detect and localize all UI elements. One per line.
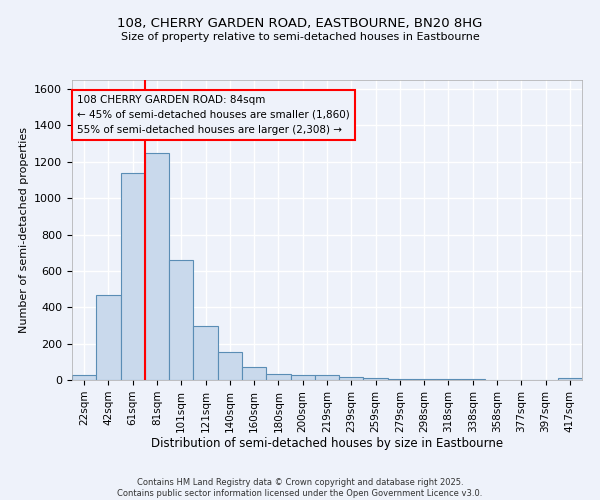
Bar <box>266 374 290 380</box>
Bar <box>339 378 364 380</box>
X-axis label: Distribution of semi-detached houses by size in Eastbourne: Distribution of semi-detached houses by … <box>151 438 503 450</box>
Y-axis label: Number of semi-detached properties: Number of semi-detached properties <box>19 127 29 333</box>
Bar <box>193 326 218 380</box>
Bar <box>145 152 169 380</box>
Text: 108, CHERRY GARDEN ROAD, EASTBOURNE, BN20 8HG: 108, CHERRY GARDEN ROAD, EASTBOURNE, BN2… <box>118 18 482 30</box>
Text: Contains HM Land Registry data © Crown copyright and database right 2025.
Contai: Contains HM Land Registry data © Crown c… <box>118 478 482 498</box>
Bar <box>96 294 121 380</box>
Bar <box>412 379 436 380</box>
Bar <box>315 376 339 380</box>
Bar <box>242 368 266 380</box>
Bar <box>388 378 412 380</box>
Text: 108 CHERRY GARDEN ROAD: 84sqm
← 45% of semi-detached houses are smaller (1,860)
: 108 CHERRY GARDEN ROAD: 84sqm ← 45% of s… <box>77 95 350 134</box>
Bar <box>72 376 96 380</box>
Bar <box>290 374 315 380</box>
Bar <box>121 172 145 380</box>
Bar <box>558 378 582 380</box>
Bar <box>169 260 193 380</box>
Text: Size of property relative to semi-detached houses in Eastbourne: Size of property relative to semi-detach… <box>121 32 479 42</box>
Bar <box>364 378 388 380</box>
Bar <box>218 352 242 380</box>
